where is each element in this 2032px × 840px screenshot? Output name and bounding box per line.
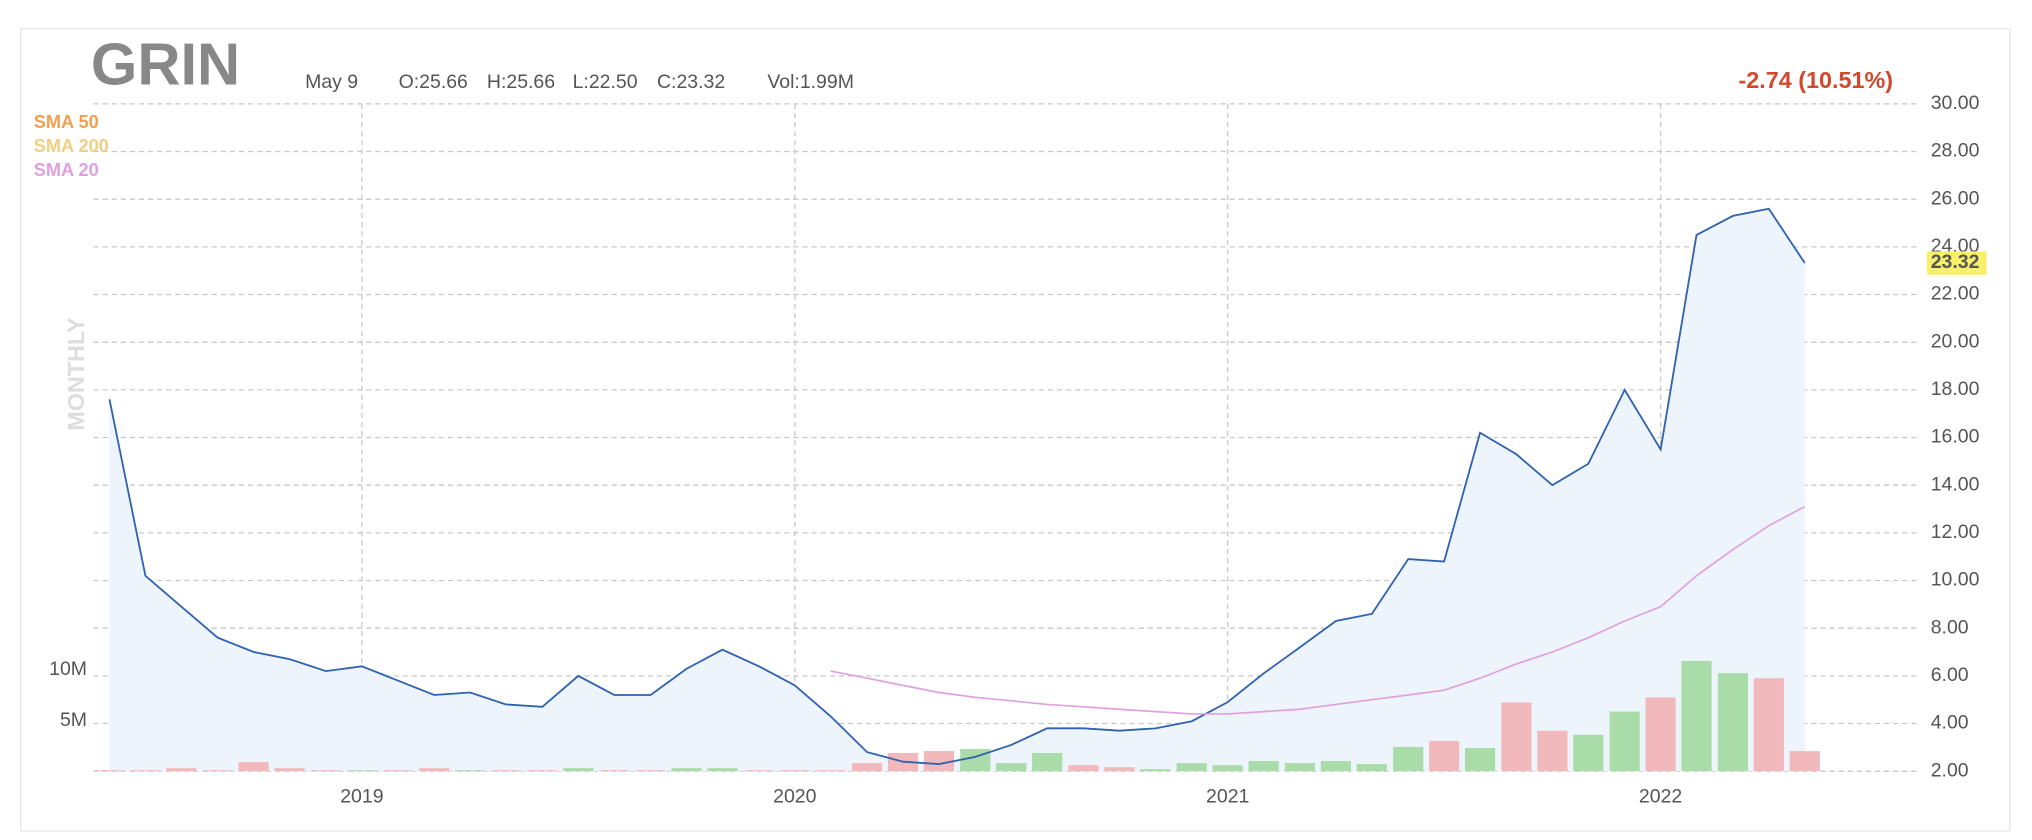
volume-bar (1464, 747, 1496, 772)
legend-entry: SMA 20 (34, 160, 99, 180)
volume-bar (382, 770, 413, 772)
volume-bar (1032, 752, 1063, 772)
y-tick-label: 12.00 (1931, 521, 1980, 543)
y2-tick-label: 5M (60, 709, 87, 731)
volume-bar (1609, 711, 1640, 772)
volume-bar (707, 768, 738, 772)
volume-bar (599, 770, 630, 772)
y-tick-label: 18.00 (1931, 378, 1980, 400)
volume-bar (490, 770, 522, 772)
price-change: -2.74 (10.51%) (1739, 67, 1894, 93)
volume-bar (130, 770, 161, 772)
legend-entry: SMA 200 (34, 136, 109, 156)
quote-volume: Vol:1.99M (767, 71, 854, 93)
volume-bar (1320, 761, 1352, 772)
x-tick-label: 2021 (1206, 785, 1249, 807)
quote-open: O:25.66 (399, 71, 468, 93)
volume-bar (1429, 740, 1460, 772)
period-label: MONTHLY (63, 317, 89, 431)
y-tick-label: 6.00 (1931, 664, 1969, 686)
volume-bar (1393, 746, 1424, 772)
volume-bar (1140, 769, 1171, 772)
volume-bar (419, 768, 450, 772)
quote-date: May 9 (305, 71, 358, 93)
volume-bar (1176, 763, 1207, 772)
y-tick-label: 14.00 (1931, 473, 1980, 495)
volume-bar (527, 770, 558, 772)
y-tick-label: 22.00 (1931, 283, 1980, 305)
volume-bar (960, 748, 991, 772)
volume-bar (563, 768, 594, 772)
volume-bar (1212, 765, 1243, 772)
last-price-label: 23.32 (1931, 251, 1980, 273)
y2-tick-label: 10M (49, 658, 87, 680)
legend-entry: SMA 50 (34, 112, 99, 132)
y-tick-label: 20.00 (1931, 330, 1980, 352)
volume-bar (1104, 767, 1135, 772)
price-line (108, 207, 1806, 765)
volume-bar (1501, 702, 1532, 772)
volume-bar (166, 768, 197, 772)
volume-bar (274, 768, 305, 772)
volume-bar (238, 762, 269, 772)
x-tick-label: 2019 (340, 785, 383, 807)
y-tick-label: 4.00 (1931, 712, 1969, 734)
plot-background (93, 103, 1921, 772)
volume-bar (923, 750, 955, 772)
volume-bar (346, 770, 377, 772)
volume-bar (1753, 678, 1784, 772)
volume-bar (455, 770, 486, 772)
y-tick-label: 28.00 (1931, 140, 1980, 162)
volume-bar (1681, 660, 1712, 772)
y-tick-label: 2.00 (1931, 759, 1969, 781)
plot-foreground: 2.00 4.00 6.00 8.00 10.00 12.00 14.00 16.00 18.0… (34, 92, 1987, 807)
volume-bar (1248, 761, 1279, 772)
quote-close: C:23.32 (657, 71, 725, 93)
sma-line (830, 505, 1806, 715)
volume-bar (1789, 751, 1820, 772)
symbol: GRIN (91, 31, 240, 98)
y-tick-label: 8.00 (1931, 616, 1969, 638)
volume-bar (1068, 765, 1099, 772)
x-tick-label: 2022 (1639, 785, 1682, 807)
volume-bar (1573, 734, 1604, 772)
y-tick-label: 10.00 (1931, 569, 1980, 591)
volume-bar (94, 770, 125, 772)
volume-bar (1284, 763, 1316, 772)
volume-bar (310, 770, 342, 772)
x-tick-label: 2020 (773, 785, 816, 807)
y-tick-label: 26.00 (1931, 187, 1980, 209)
price-area (109, 208, 1805, 772)
y-tick-label: 30.00 (1931, 92, 1980, 114)
volume-bar (815, 770, 846, 772)
volume-bar (743, 770, 774, 772)
quote-high: H:25.66 (487, 71, 555, 93)
last-price-box (1926, 251, 1987, 275)
volume-bar (1356, 764, 1387, 772)
quote-low: L:22.50 (573, 71, 638, 93)
volume-bar (1645, 697, 1676, 772)
volume-bar (779, 770, 810, 772)
volume-bar (202, 770, 233, 772)
volume-bar (851, 763, 883, 772)
volume-bar (1717, 673, 1748, 772)
y-tick-label: 16.00 (1931, 426, 1980, 448)
volume-bar (996, 763, 1027, 772)
volume-bar (1537, 730, 1568, 772)
volume-bar (671, 768, 702, 772)
volume-bar (635, 770, 666, 772)
